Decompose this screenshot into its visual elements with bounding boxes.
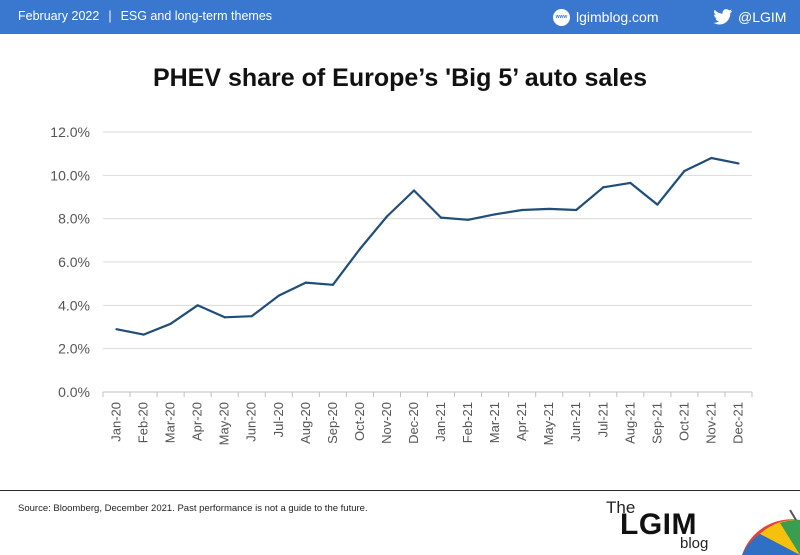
data-point <box>629 181 632 185</box>
data-point <box>710 156 713 160</box>
x-tick-label: May-21 <box>541 402 556 445</box>
gridlines <box>103 131 752 350</box>
data-point <box>250 315 253 318</box>
x-tick-label: Apr-20 <box>190 402 205 441</box>
x-tick-label: May-20 <box>217 402 232 445</box>
x-tick-label: Dec-20 <box>406 402 421 444</box>
x-tick-label: Jul-20 <box>271 402 286 437</box>
data-point <box>548 207 551 211</box>
x-tick-label: Jan-20 <box>109 402 124 442</box>
data-point <box>466 218 470 221</box>
y-tick-label: 8.0% <box>58 211 90 227</box>
chart-title: PHEV share of Europe’s 'Big 5’ auto sale… <box>152 64 648 92</box>
logo-blog: blog <box>680 535 709 552</box>
y-tick-label: 4.0% <box>58 297 90 313</box>
series-layer <box>115 156 740 336</box>
logo-the: The <box>606 498 636 517</box>
data-point <box>683 169 686 173</box>
x-tick-label: Jun-21 <box>568 402 583 442</box>
twitter-bird-icon <box>713 9 733 25</box>
data-point <box>439 216 443 219</box>
twitter-handle: @LGIM <box>738 9 787 25</box>
x-tick-label: Jul-21 <box>595 402 610 437</box>
x-tick-label: Mar-21 <box>487 402 502 443</box>
y-tick-label: 12.0% <box>50 124 90 140</box>
header-left: February 2022 | ESG and long-term themes <box>18 9 272 23</box>
data-point <box>737 162 740 165</box>
x-tick-label: Sep-20 <box>325 402 340 444</box>
umbrella-icon <box>742 509 800 555</box>
x-tick-label: Nov-21 <box>703 402 718 444</box>
x-tick-label: Sep-21 <box>649 402 664 444</box>
data-point <box>304 281 307 284</box>
x-tick-label: Oct-20 <box>352 402 367 441</box>
x-tick-label: Feb-21 <box>460 402 475 443</box>
header-bar: February 2022 | ESG and long-term themes w… <box>0 0 800 34</box>
y-tick-label: 10.0% <box>50 167 90 183</box>
lgim-blog-logo[interactable]: The LGIM blog <box>600 498 800 555</box>
data-point <box>358 247 361 251</box>
data-point <box>602 186 605 189</box>
data-point <box>331 283 334 286</box>
x-tick-label: Jan-21 <box>433 402 448 442</box>
header-separator: | <box>108 9 112 23</box>
globe-icon: www <box>553 8 570 26</box>
site-link[interactable]: www lgimblog.com <box>553 6 658 28</box>
data-point <box>656 203 659 206</box>
x-tick-label: Aug-21 <box>622 402 637 444</box>
data-point <box>494 213 497 216</box>
data-point <box>115 328 118 331</box>
data-point <box>521 208 524 212</box>
y-tick-label: 2.0% <box>58 341 90 357</box>
y-tick-label: 6.0% <box>58 254 90 270</box>
header-date: February 2022 <box>18 9 100 23</box>
logo-lgim: LGIM <box>620 508 697 541</box>
data-point <box>223 316 226 319</box>
x-tick-labels: Jan-20 Feb-20 Mar-20 Apr-20 May-20 Jun-20 Jul-… <box>109 402 746 445</box>
x-tick-label: Dec-21 <box>730 402 745 444</box>
axes <box>102 391 753 397</box>
data-point <box>412 189 416 192</box>
x-tick-label: Jun-20 <box>244 402 259 442</box>
data-point <box>196 304 199 307</box>
data-point <box>385 215 389 218</box>
y-tick-labels: 0.0% 2.0% 4.0% 6.0% 8.0% 10.0% 12.0% <box>50 124 90 400</box>
line-chart: 0.0% 2.0% 4.0% 6.0% 8.0% 10.0% 12.0% Jan-20 Feb… <box>50 124 753 445</box>
x-tick-label: Feb-20 <box>136 402 151 443</box>
data-point <box>169 322 172 325</box>
y-tick-label: 0.0% <box>58 384 90 400</box>
data-point <box>277 294 280 297</box>
x-tick-label: Apr-21 <box>514 402 529 441</box>
series-line <box>116 156 739 336</box>
twitter-link[interactable]: @LGIM <box>713 6 786 28</box>
site-label: lgimblog.com <box>576 9 659 25</box>
x-tick-label: Nov-20 <box>379 402 394 444</box>
x-tick-label: Mar-20 <box>163 402 178 443</box>
x-tick-label: Oct-21 <box>676 402 691 441</box>
source-note: Source: Bloomberg, December 2021. Past p… <box>18 503 368 514</box>
data-point <box>575 208 578 212</box>
footer-divider <box>0 490 800 491</box>
data-point <box>142 333 145 336</box>
x-tick-label: Aug-20 <box>298 402 313 444</box>
header-section: ESG and long-term themes <box>120 9 273 23</box>
